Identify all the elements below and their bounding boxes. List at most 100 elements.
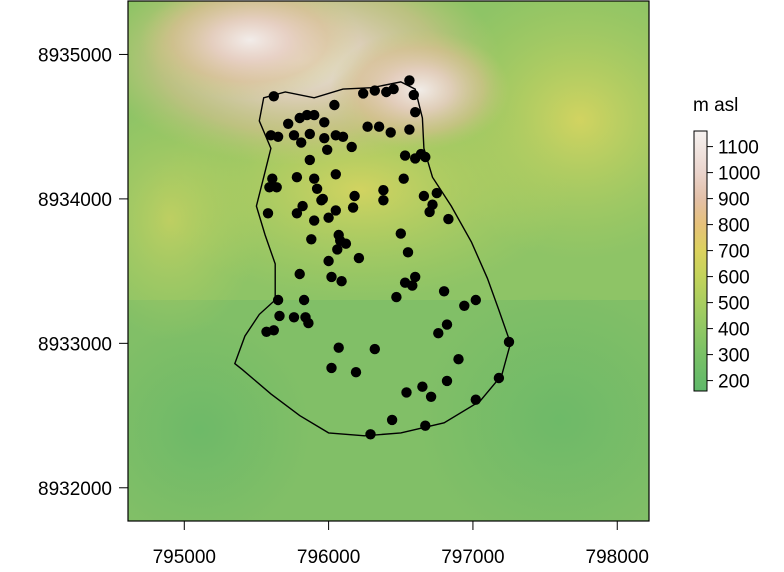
sample-point [441,375,453,387]
sample-point [337,131,349,142]
sample-point [365,429,376,440]
sample-point [264,182,275,193]
x-tick-label: 796000 [297,547,360,568]
sample-point [262,208,274,219]
sample-point [346,141,357,153]
sample-point [298,294,310,306]
sample-point [404,124,415,135]
sample-point [398,173,409,184]
sample-point [407,280,418,291]
sample-point [297,200,308,212]
sample-point [353,252,365,264]
sample-point [385,127,396,138]
sample-point [391,291,402,303]
sample-point [294,268,305,280]
sample-point [388,83,399,95]
legend-tick-label: 900 [718,190,750,211]
sample-point [433,328,444,339]
sample-point [470,394,481,405]
legend-colorbar [693,130,708,392]
sample-point [369,85,380,96]
sample-point [402,247,414,258]
sample-point [309,215,320,226]
sample-point [268,325,279,336]
sample-point [369,343,380,355]
sample-point [326,271,337,283]
legend-tick-label: 1000 [718,164,760,185]
sample-point [267,173,278,184]
sample-point [362,121,373,132]
sample-point [358,88,369,99]
x-tick-label: 798000 [586,547,649,568]
sample-point [330,205,341,216]
sample-point [350,367,362,378]
legend-tick-label: 200 [718,372,750,393]
sample-point [417,381,428,392]
legend-tick-label: 800 [718,216,750,237]
sample-point [443,213,454,225]
sample-point [272,131,284,142]
sample-point [288,130,300,141]
sample-point [323,212,334,223]
sample-point [323,255,334,267]
sample-point [306,234,317,245]
sample-point [332,244,343,255]
sample-point [326,362,337,374]
sample-point [470,294,481,306]
sample-point [378,185,389,196]
y-tick-label: 8935000 [38,45,112,66]
sample-point [459,300,470,311]
legend-title: m asl [693,95,738,116]
sample-point [301,109,313,121]
sample-point [401,387,412,398]
y-tick-label: 8932000 [38,479,112,500]
sample-point [373,121,385,132]
x-tick-label: 795000 [153,547,216,568]
sample-point [349,190,360,202]
sample-point [322,144,333,155]
sample-point [319,117,330,128]
sample-point [304,154,315,166]
sample-point [395,228,406,239]
sample-point [386,414,398,426]
sample-point [291,172,303,183]
sample-point [309,173,320,184]
sample-point [438,286,450,297]
sample-point [418,190,430,202]
sample-point [268,91,279,102]
sample-point [410,271,421,283]
sample-point [340,238,352,249]
legend-tick-label: 500 [718,294,750,315]
sample-point [274,310,285,322]
sample-point [291,208,303,219]
sample-point [333,342,344,353]
sample-point [347,202,359,213]
sample-point [420,151,431,163]
sample-point [425,391,437,402]
sample-point [311,183,323,194]
study-area-boundary [233,81,512,437]
sample-point [424,206,435,218]
sample-point [317,193,328,205]
sample-point [330,169,341,180]
sample-point [378,195,389,206]
sample-point [283,118,294,129]
sample-point [441,319,453,330]
x-tick-label: 797000 [441,547,504,568]
sample-point [408,89,419,101]
sample-point [319,133,330,144]
legend-tick-label: 300 [718,346,750,367]
y-tick-label: 8934000 [38,190,112,211]
sample-point [431,187,442,199]
sample-point [404,75,415,86]
legend-tick-label: 400 [718,320,750,341]
map-panel-frame [127,0,650,522]
sample-point [503,336,515,348]
legend-tick-label: 700 [718,242,750,263]
sample-point [304,128,315,140]
sample-point [303,317,314,329]
sample-point [493,372,505,384]
sample-point [410,153,421,164]
sample-point [453,354,464,365]
